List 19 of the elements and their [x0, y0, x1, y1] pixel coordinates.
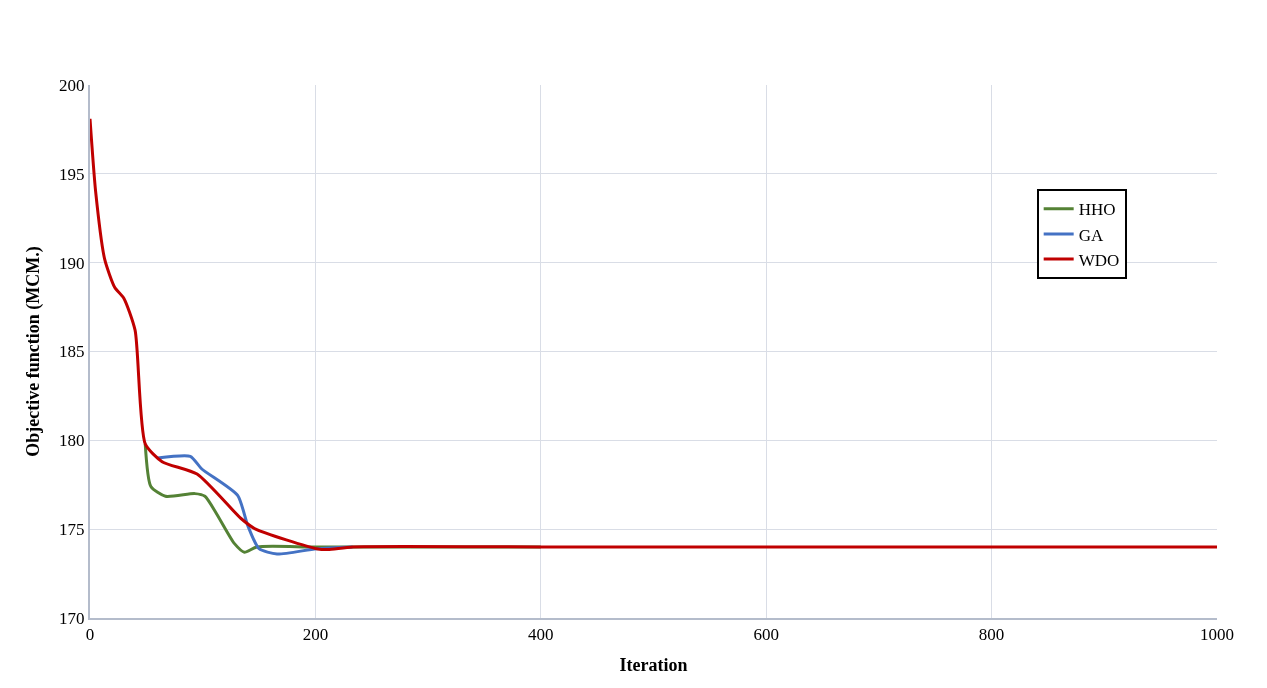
x-tick-label: 600: [753, 625, 779, 645]
x-tick-label: 1000: [1200, 625, 1234, 645]
x-axis-title: Iteration: [619, 655, 688, 675]
x-tick-label: 800: [978, 625, 1005, 645]
x-tick-label: 400: [528, 625, 554, 645]
y-tick-label: 200: [59, 75, 85, 95]
legend-label: GA: [1078, 225, 1104, 245]
y-tick-label: 190: [59, 253, 85, 273]
line-series: [90, 117, 1217, 552]
y-tick-label: 170: [59, 608, 85, 628]
y-axis-title: Objective function (MCM.): [22, 246, 44, 457]
x-tick-label: 200: [302, 625, 329, 645]
y-tick-label: 185: [59, 342, 85, 362]
x-tick-label: 0: [85, 625, 95, 645]
legend-label: WDO: [1078, 250, 1120, 270]
y-tick-label: 195: [59, 164, 85, 184]
y-tick-label: 180: [59, 431, 85, 451]
y-tick-label: 175: [59, 520, 85, 540]
legend-label: HHO: [1078, 200, 1116, 220]
